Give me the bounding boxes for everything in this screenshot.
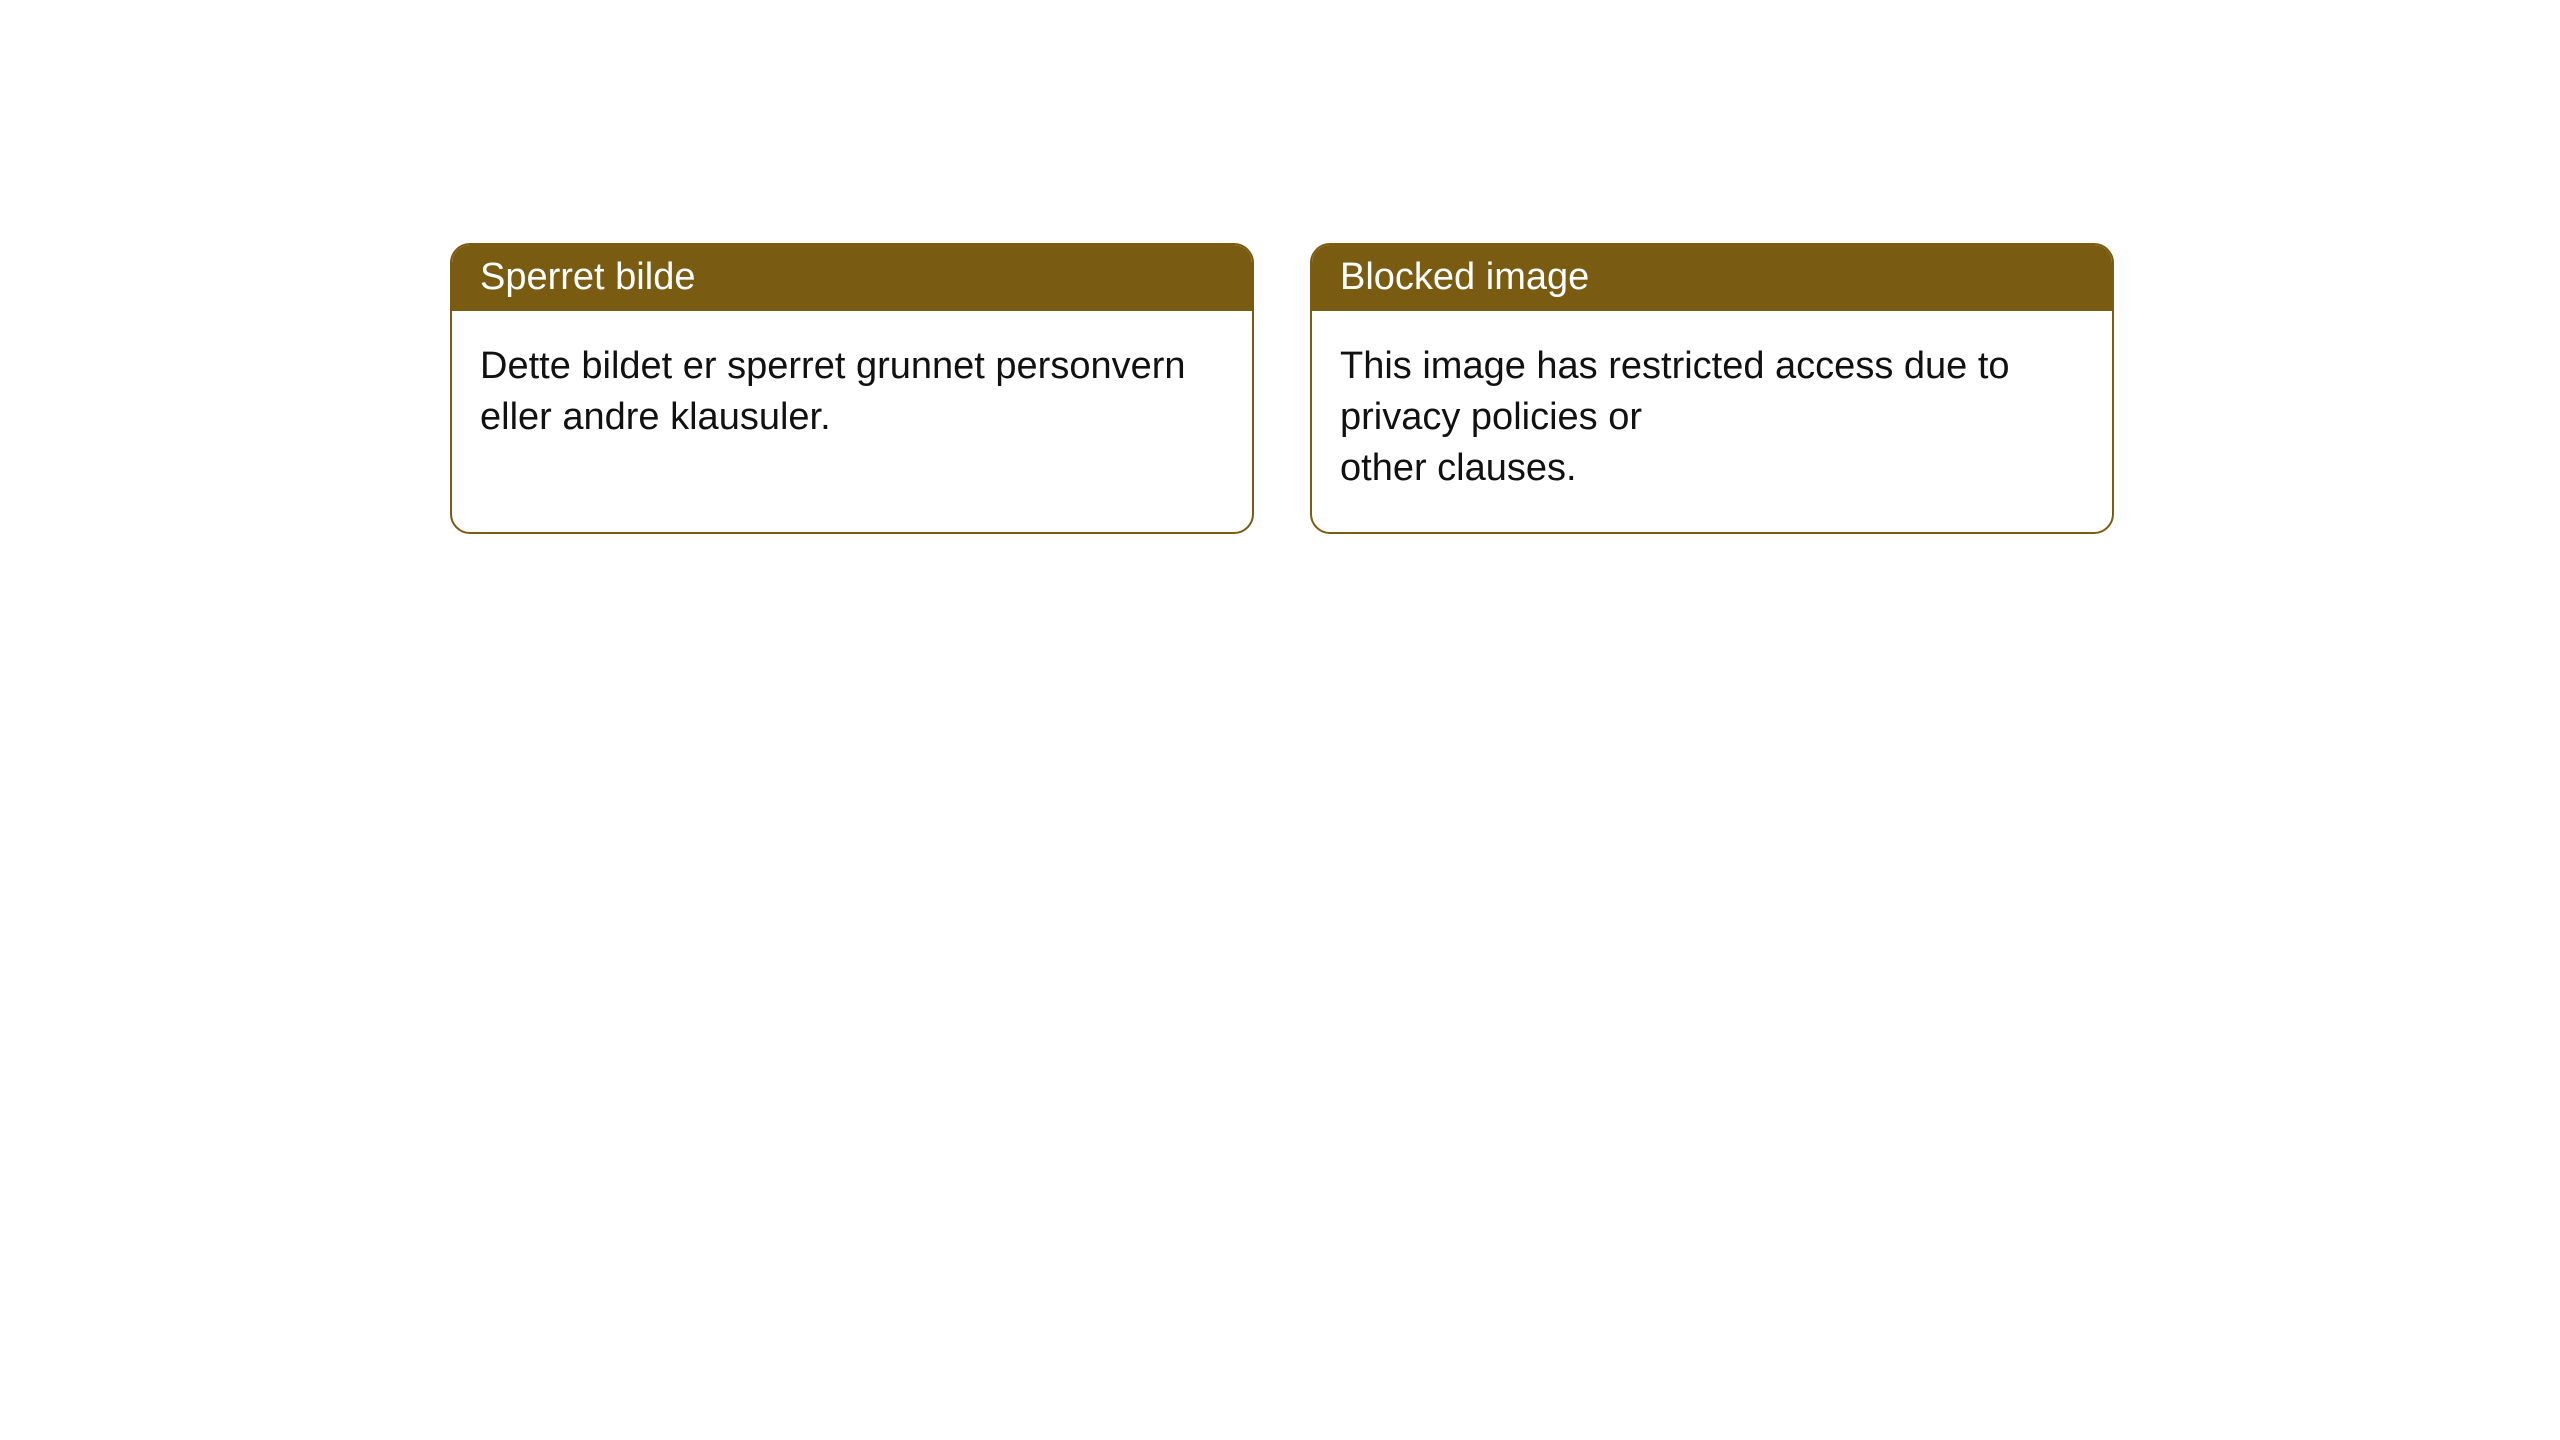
notice-card-en: Blocked image This image has restricted … [1310,243,2114,534]
notice-header-en: Blocked image [1312,245,2112,311]
notice-body-no: Dette bildet er sperret grunnet personve… [452,311,1252,521]
notice-card-no: Sperret bilde Dette bildet er sperret gr… [450,243,1254,534]
notice-container: Sperret bilde Dette bildet er sperret gr… [0,0,2560,534]
notice-body-en: This image has restricted access due to … [1312,311,2112,533]
notice-header-no: Sperret bilde [452,245,1252,311]
